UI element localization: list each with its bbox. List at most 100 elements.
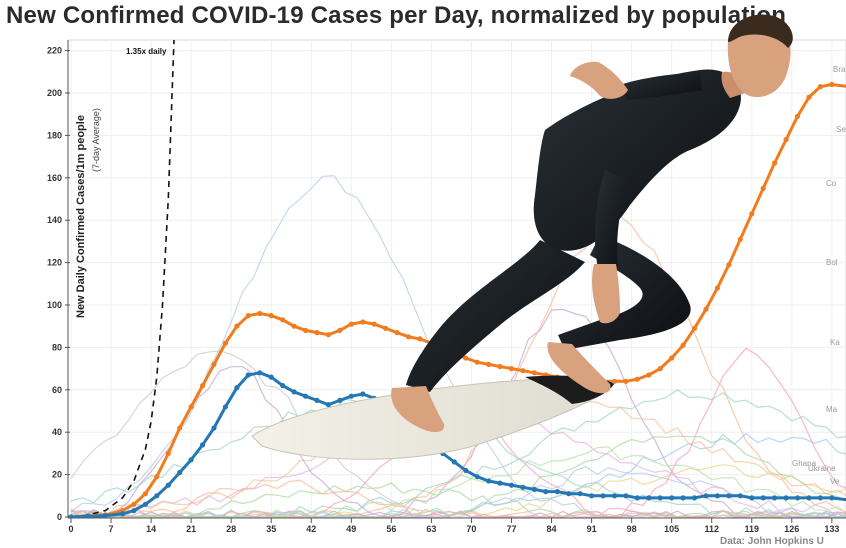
series-0-point [794, 113, 801, 119]
surfer-rear-leg [406, 240, 585, 392]
series-0-point [508, 366, 515, 372]
series-1-point [463, 467, 469, 473]
x-tick-label: 21 [186, 524, 196, 534]
reference-annotation: 1.35x daily [126, 47, 167, 56]
surfer-front-foot [547, 342, 611, 394]
surfer-photo-overlay [251, 14, 793, 460]
series-0-point [211, 361, 217, 367]
y-tick-label: 40 [52, 427, 62, 437]
series-label: Bol [826, 258, 838, 267]
series-1-point [257, 370, 263, 376]
series-1-point [451, 459, 457, 465]
series-1-point [497, 480, 503, 486]
series-1-point [531, 486, 538, 492]
series-0-point [383, 325, 389, 331]
series-1-point [520, 484, 526, 490]
series-1-point [794, 495, 801, 501]
series-1-point [589, 493, 595, 499]
surfer-front-leg [558, 235, 691, 350]
series-label: Ukraine [808, 464, 836, 473]
series-0-point [245, 313, 251, 319]
data-source: Data: John Hopkins U [720, 536, 824, 547]
series-1-point [165, 482, 171, 488]
series-1-point [623, 493, 629, 499]
background-series-line [71, 435, 846, 518]
series-0-point [131, 501, 137, 507]
series-0-point [783, 137, 789, 143]
series-1-point [817, 495, 824, 501]
x-tick-label: 63 [426, 524, 436, 534]
series-0-point [714, 285, 721, 291]
series-0-point [314, 330, 320, 336]
series-0-point [234, 323, 240, 329]
series-1-point [131, 508, 137, 514]
series-0-point [154, 474, 160, 480]
series-1-point [268, 374, 274, 380]
series-1-point [783, 495, 789, 501]
series-0-point [726, 262, 732, 268]
series-0-point [646, 372, 652, 378]
series-1-point [611, 493, 618, 499]
series-1-point [554, 489, 560, 495]
series-1-point [142, 501, 148, 507]
series-1-point [714, 493, 721, 499]
y-tick-label: 220 [47, 46, 62, 56]
series-0-point [657, 366, 663, 372]
x-tick-label: 98 [627, 524, 637, 534]
series-1-point [657, 495, 663, 501]
series-1-point [577, 491, 583, 497]
reference-line-group [70, 40, 175, 518]
series-0-point [486, 361, 492, 367]
series-0-point [520, 368, 526, 374]
series-label: Ka [830, 338, 840, 347]
series-0-point [291, 323, 297, 329]
x-tick-label: 7 [109, 524, 114, 534]
series-0-point [680, 342, 686, 348]
series-0-point [806, 94, 812, 100]
series-1-point [600, 493, 606, 499]
surfer-hair [728, 14, 793, 48]
series-1-point [314, 397, 320, 403]
surfer-raised-arm [620, 72, 702, 100]
x-tick-label: 91 [587, 524, 597, 534]
x-tick-label: 0 [68, 524, 73, 534]
series-0-point [829, 81, 835, 88]
series-1-point [177, 469, 183, 476]
background-series-line [70, 479, 846, 518]
series-0-point [200, 383, 206, 389]
x-tick-label: 77 [506, 524, 516, 534]
series-0-point [772, 160, 778, 166]
y-tick-label: 100 [47, 300, 62, 310]
y-tick-label: 0 [57, 512, 62, 522]
chart-title: New Confirmed COVID-19 Cases per Day, no… [6, 2, 787, 29]
y-axis-label: New Daily Confirmed Cases/1m people [75, 115, 87, 318]
series-1-point [337, 397, 343, 403]
series-1-point [245, 372, 251, 378]
series-1-point [646, 495, 652, 501]
series-0-point [623, 378, 629, 384]
series-0-point [360, 319, 366, 325]
x-tick-label: 84 [547, 524, 557, 534]
x-tick-label: 119 [744, 524, 759, 534]
x-tick-label: 112 [704, 524, 719, 534]
series-0-point [474, 359, 480, 365]
series-0-point [634, 376, 640, 382]
series-1-point [234, 385, 240, 391]
series-1-point [474, 474, 480, 480]
series-label: Ghana [792, 459, 817, 468]
series-1-point [302, 393, 309, 399]
series-1-point [508, 482, 515, 488]
series-0-point [417, 336, 423, 342]
series-label: Se [836, 125, 846, 134]
x-tick-label: 105 [664, 524, 679, 534]
series-0-point [703, 306, 709, 312]
surfer-rear-foot [391, 386, 445, 433]
series-1-point [119, 511, 126, 517]
series-1-point [200, 442, 206, 448]
series-1-point [703, 493, 709, 499]
series-0-point [669, 355, 675, 361]
axes: 0 20 40 60 80 100 120 140 160 180 200 220 0 7 14 21 28 35… [47, 40, 846, 534]
series-0-point [257, 310, 263, 317]
series-0-point [737, 236, 743, 242]
x-tick-label: 56 [386, 524, 396, 534]
